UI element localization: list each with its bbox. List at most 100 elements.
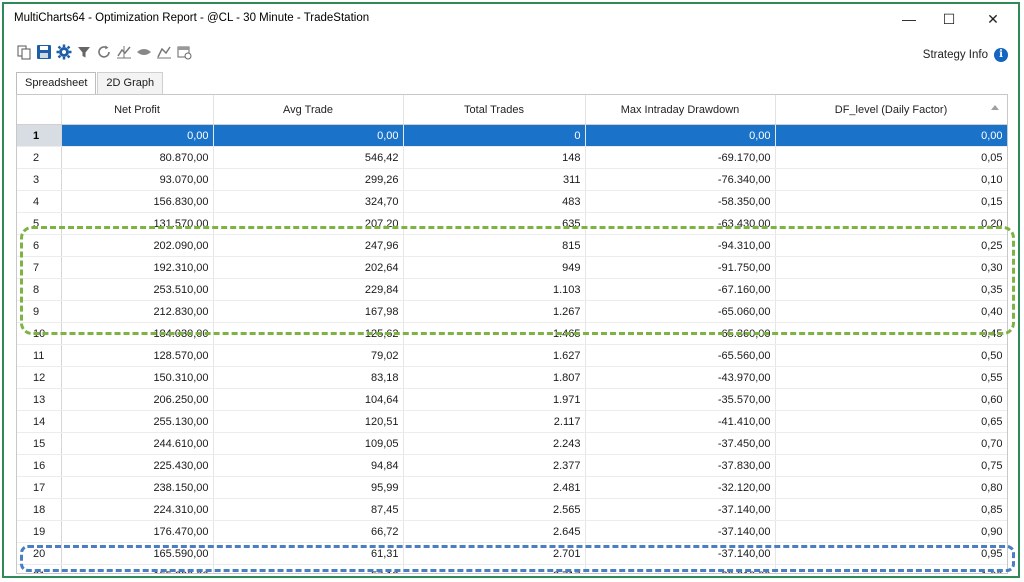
- total-trades-cell[interactable]: 2.645: [403, 520, 586, 543]
- total-trades-cell[interactable]: 483: [403, 190, 586, 213]
- max-drawdown-cell[interactable]: -37.140,00: [585, 498, 776, 521]
- max-drawdown-cell[interactable]: -39.810,00: [585, 564, 776, 573]
- minimize-button[interactable]: —: [902, 11, 916, 27]
- df-level-cell[interactable]: 0,85: [775, 498, 1007, 521]
- max-drawdown-cell[interactable]: -76.340,00: [585, 168, 776, 191]
- table-row[interactable]: 16 225.430,00 94,84 2.377 -37.830,00 0,75: [17, 454, 1007, 477]
- total-trades-cell[interactable]: 0: [403, 124, 586, 147]
- row-number[interactable]: 3: [17, 168, 62, 191]
- window-icon[interactable]: [176, 44, 192, 60]
- total-trades-cell[interactable]: 1.807: [403, 366, 586, 389]
- net-profit-cell[interactable]: 212.830,00: [61, 300, 214, 323]
- trade-icon[interactable]: [156, 44, 172, 60]
- row-number[interactable]: 10: [17, 322, 62, 345]
- total-trades-cell[interactable]: 635: [403, 212, 586, 235]
- net-profit-cell[interactable]: 192.310,00: [61, 256, 214, 279]
- avg-trade-cell[interactable]: 95,99: [213, 476, 404, 499]
- df-level-cell[interactable]: 1,00: [775, 564, 1007, 573]
- eye-icon[interactable]: [136, 44, 152, 60]
- header-net-profit[interactable]: Net Profit: [61, 95, 214, 125]
- max-drawdown-cell[interactable]: -94.310,00: [585, 234, 776, 257]
- close-button[interactable]: ✕: [987, 11, 999, 27]
- df-level-cell[interactable]: 0,50: [775, 344, 1007, 367]
- avg-trade-cell[interactable]: 120,51: [213, 410, 404, 433]
- table-row[interactable]: 20 165.590,00 61,31 2.701 -37.140,00 0,95: [17, 542, 1007, 565]
- df-level-cell[interactable]: 0,90: [775, 520, 1007, 543]
- row-number[interactable]: 19: [17, 520, 62, 543]
- total-trades-cell[interactable]: 2.565: [403, 498, 586, 521]
- net-profit-cell[interactable]: 131.570,00: [61, 212, 214, 235]
- avg-trade-cell[interactable]: 229,84: [213, 278, 404, 301]
- avg-trade-cell[interactable]: 104,64: [213, 388, 404, 411]
- table-row[interactable]: 11 128.570,00 79,02 1.627 -65.560,00 0,50: [17, 344, 1007, 367]
- total-trades-cell[interactable]: 2.701: [403, 542, 586, 565]
- table-row[interactable]: 9 212.830,00 167,98 1.267 -65.060,00 0,40: [17, 300, 1007, 323]
- df-level-cell[interactable]: 0,10: [775, 168, 1007, 191]
- net-profit-cell[interactable]: 244.610,00: [61, 432, 214, 455]
- row-number[interactable]: 5: [17, 212, 62, 235]
- net-profit-cell[interactable]: 150.310,00: [61, 366, 214, 389]
- df-level-cell[interactable]: 0,25: [775, 234, 1007, 257]
- avg-trade-cell[interactable]: 167,98: [213, 300, 404, 323]
- max-drawdown-cell[interactable]: -67.160,00: [585, 278, 776, 301]
- max-drawdown-cell[interactable]: -37.830,00: [585, 454, 776, 477]
- total-trades-cell[interactable]: 2.377: [403, 454, 586, 477]
- avg-trade-cell[interactable]: 125,62: [213, 322, 404, 345]
- df-level-cell[interactable]: 0,35: [775, 278, 1007, 301]
- tab-spreadsheet[interactable]: Spreadsheet: [16, 72, 97, 95]
- total-trades-cell[interactable]: 2.117: [403, 410, 586, 433]
- row-number[interactable]: 9: [17, 300, 62, 323]
- net-profit-cell[interactable]: 253.510,00: [61, 278, 214, 301]
- df-level-cell[interactable]: 0,60: [775, 388, 1007, 411]
- max-drawdown-cell[interactable]: -65.060,00: [585, 300, 776, 323]
- table-row[interactable]: 14 255.130,00 120,51 2.117 -41.410,00 0,65: [17, 410, 1007, 433]
- chart-icon[interactable]: [116, 44, 132, 60]
- table-row[interactable]: 6 202.090,00 247,96 815 -94.310,00 0,25: [17, 234, 1007, 257]
- total-trades-cell[interactable]: 2.243: [403, 432, 586, 455]
- net-profit-cell[interactable]: 0,00: [61, 124, 214, 147]
- net-profit-cell[interactable]: 176.470,00: [61, 520, 214, 543]
- net-profit-cell[interactable]: 225.430,00: [61, 454, 214, 477]
- total-trades-cell[interactable]: 1.103: [403, 278, 586, 301]
- avg-trade-cell[interactable]: 299,26: [213, 168, 404, 191]
- net-profit-cell[interactable]: 128.570,00: [61, 344, 214, 367]
- header-df-level[interactable]: DF_level (Daily Factor): [775, 95, 1007, 125]
- max-drawdown-cell[interactable]: -37.140,00: [585, 542, 776, 565]
- df-level-cell[interactable]: 0,75: [775, 454, 1007, 477]
- df-level-cell[interactable]: 0,95: [775, 542, 1007, 565]
- table-row[interactable]: 17 238.150,00 95,99 2.481 -32.120,00 0,80: [17, 476, 1007, 499]
- avg-trade-cell[interactable]: 0,00: [213, 124, 404, 147]
- max-drawdown-cell[interactable]: -58.350,00: [585, 190, 776, 213]
- net-profit-cell[interactable]: 224.310,00: [61, 498, 214, 521]
- df-level-cell[interactable]: 0,40: [775, 300, 1007, 323]
- avg-trade-cell[interactable]: 83,18: [213, 366, 404, 389]
- net-profit-cell[interactable]: 238.150,00: [61, 476, 214, 499]
- df-level-cell[interactable]: 0,15: [775, 190, 1007, 213]
- row-number[interactable]: 1: [17, 124, 62, 147]
- table-row[interactable]: 1 0,00 0,00 0 0,00 0,00: [17, 124, 1007, 147]
- df-level-cell[interactable]: 0,00: [775, 124, 1007, 147]
- table-row[interactable]: 21155.230,0057,132.717-39.810,001,00: [17, 564, 1007, 573]
- max-drawdown-cell[interactable]: -91.750,00: [585, 256, 776, 279]
- total-trades-cell[interactable]: 1.971: [403, 388, 586, 411]
- copy-icon[interactable]: [16, 44, 32, 60]
- net-profit-cell[interactable]: 255.130,00: [61, 410, 214, 433]
- avg-trade-cell[interactable]: 61,31: [213, 542, 404, 565]
- df-level-cell[interactable]: 0,20: [775, 212, 1007, 235]
- total-trades-cell[interactable]: 148: [403, 146, 586, 169]
- max-drawdown-cell[interactable]: 0,00: [585, 124, 776, 147]
- max-drawdown-cell[interactable]: -65.560,00: [585, 344, 776, 367]
- avg-trade-cell[interactable]: 57,13: [213, 564, 404, 573]
- maximize-button[interactable]: ☐: [942, 11, 956, 27]
- row-number[interactable]: 13: [17, 388, 62, 411]
- row-number[interactable]: 17: [17, 476, 62, 499]
- max-drawdown-cell[interactable]: -41.410,00: [585, 410, 776, 433]
- net-profit-cell[interactable]: 206.250,00: [61, 388, 214, 411]
- df-level-cell[interactable]: 0,45: [775, 322, 1007, 345]
- row-number[interactable]: 8: [17, 278, 62, 301]
- table-row[interactable]: 8 253.510,00 229,84 1.103 -67.160,00 0,35: [17, 278, 1007, 301]
- filter-icon[interactable]: [76, 44, 92, 60]
- net-profit-cell[interactable]: 165.590,00: [61, 542, 214, 565]
- header-max-drawdown[interactable]: Max Intraday Drawdown: [585, 95, 776, 125]
- settings-icon[interactable]: [56, 44, 72, 60]
